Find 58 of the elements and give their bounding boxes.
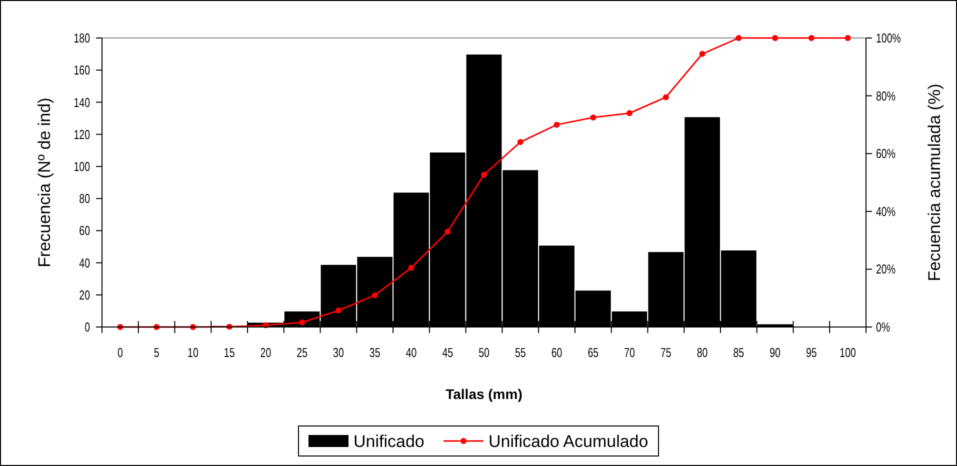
y2-tick-label: 40% [876,206,896,220]
y2-tick-label: 0% [876,321,890,335]
x-tick-label: 5 [154,346,160,360]
x-tick-label: 85 [733,346,744,360]
y2-tick-label: 80% [876,90,896,104]
point [808,35,814,41]
x-tick-label: 95 [806,346,817,360]
y-tick-label: 80 [79,192,90,206]
y-tick-label: 120 [74,128,90,142]
point [372,292,378,298]
x-tick-label: 0 [117,346,123,360]
x-tick-label: 10 [188,346,198,360]
point [444,228,451,235]
point [772,35,778,41]
x-axis-title: Tallas (mm) [446,386,522,402]
y2-tick-label: 20% [876,264,896,278]
x-tick-label: 75 [660,346,672,360]
y-tick-label: 140 [74,96,90,110]
y-tick-label: 160 [74,64,90,78]
x-tick-label: 90 [770,346,780,360]
point [517,139,524,146]
y-axis-title: Frecuencia (Nº de ind) [35,98,54,268]
y-tick-label: 60 [79,225,90,239]
point [736,35,742,41]
point [590,114,596,120]
point [554,122,560,128]
x-tick-label: 60 [551,346,562,360]
x-tick-label: 25 [296,346,308,360]
x-tick-label: 30 [333,346,344,360]
x-tick-label: 80 [696,346,708,360]
point [481,172,487,178]
point [626,110,633,116]
x-tick-label: 50 [478,346,490,360]
point [299,319,306,326]
y-tick-label: 20 [79,289,90,303]
y-tick-label: 40 [79,257,90,271]
y2-axis-title: Fecuencia acumulada (%) [925,84,944,282]
y2-tick-label: 60% [876,148,896,162]
y-tick-label: 100 [74,160,90,174]
x-tick-label: 40 [406,346,417,360]
legend-label: Unificado Acumulado [488,432,648,451]
point [662,94,669,100]
y-tick-label: 0 [84,321,90,335]
y2-tick-label: 100% [876,32,901,46]
x-tick-label: 70 [624,346,635,360]
x-tick-label: 45 [442,346,454,360]
x-tick-label: 100 [840,346,856,360]
x-tick-label: 15 [224,346,235,360]
x-tick-label: 20 [260,346,272,360]
x-tick-label: 35 [369,346,380,360]
point [408,264,414,271]
point [844,35,851,41]
legend-label: Unificado [354,432,424,451]
x-tick-label: 65 [588,346,599,360]
point [335,308,342,314]
x-tick-label: 55 [514,346,526,360]
point [699,50,706,57]
y-tick-label: 180 [74,32,90,46]
